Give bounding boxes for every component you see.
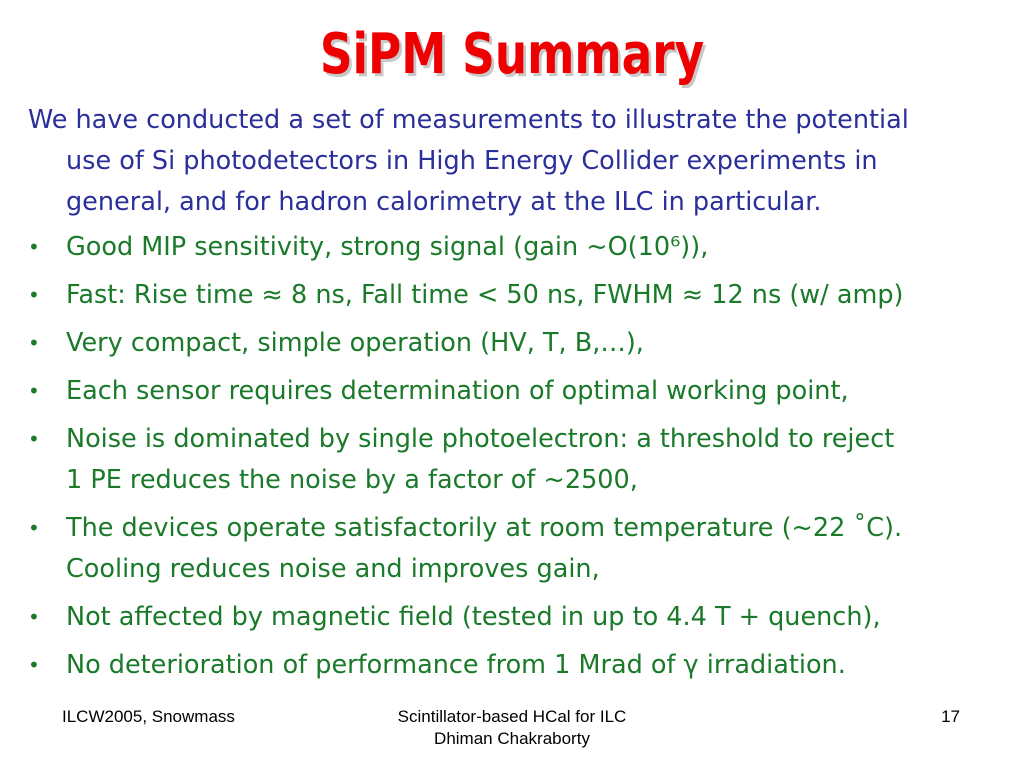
intro-line: We have conducted a set of measurements … [28,105,909,135]
bullet-item: Good MIP sensitivity, strong signal (gai… [28,227,988,268]
bullet-text: Very compact, simple operation (HV, T, B… [66,328,644,358]
footer-author: Dhiman Chakraborty [434,729,590,748]
bullet-text: No deterioration of performance from 1 M… [66,650,846,680]
footer-talk-title: Scintillator-based HCal for ILC [397,707,627,726]
footer-conference: ILCW2005, Snowmass [62,707,235,726]
bullet-list: Good MIP sensitivity, strong signal (gai… [28,227,988,693]
bullet-text: Cooling reduces noise and improves gain, [66,554,600,584]
bullet-item: Each sensor requires determination of op… [28,371,988,412]
slide-title: SiPM Summary [319,22,705,87]
bullet-text: Each sensor requires determination of op… [66,376,849,406]
bullet-item: No deterioration of performance from 1 M… [28,645,988,686]
bullet-item: The devices operate satisfactorily at ro… [28,508,988,590]
bullet-text: Not affected by magnetic field (tested i… [66,602,881,632]
intro-line: use of Si photodetectors in High Energy … [66,146,878,176]
bullet-item: Not affected by magnetic field (tested i… [28,597,988,638]
bullet-item: Very compact, simple operation (HV, T, B… [28,323,988,364]
intro-line: general, and for hadron calorimetry at t… [66,187,822,217]
bullet-text: 1 PE reduces the noise by a factor of ~2… [66,465,638,495]
bullet-text: Noise is dominated by single photoelectr… [66,424,895,454]
intro-paragraph: We have conducted a set of measurements … [28,100,978,223]
footer-page-number: 17 [941,707,960,726]
bullet-item: Fast: Rise time ≈ 8 ns, Fall time < 50 n… [28,275,988,316]
footer-center: Scintillator-based HCal for ILC Dhiman C… [312,706,712,750]
bullet-text: The devices operate satisfactorily at ro… [66,513,903,543]
bullet-text: Fast: Rise time ≈ 8 ns, Fall time < 50 n… [66,280,904,310]
bullet-text: Good MIP sensitivity, strong signal (gai… [66,232,709,262]
bullet-item: Noise is dominated by single photoelectr… [28,419,988,501]
